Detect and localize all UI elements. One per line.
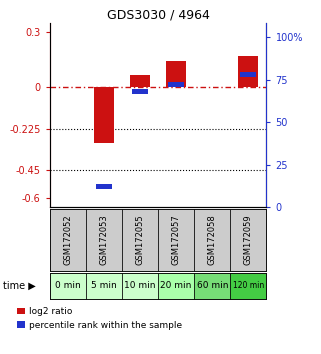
Bar [50,273,86,299]
Text: GSM172053: GSM172053 [100,215,108,265]
Bar [130,75,150,87]
Bar [230,209,266,271]
Text: time ▶: time ▶ [3,281,36,291]
Text: GSM172052: GSM172052 [63,215,72,265]
Bar [239,56,258,87]
Text: GSM172058: GSM172058 [208,215,217,265]
Bar [166,61,186,87]
Text: GSM172055: GSM172055 [135,215,144,265]
Bar [122,209,158,271]
Legend: log2 ratio, percentile rank within the sample: log2 ratio, percentile rank within the s… [17,307,182,330]
Bar [194,209,230,271]
Bar [86,273,122,299]
Text: 120 min: 120 min [233,281,264,290]
Bar [230,273,266,299]
Bar [158,273,194,299]
Bar [86,209,122,271]
Bar [96,184,112,189]
Bar [122,273,158,299]
Bar [50,209,86,271]
Bar [132,89,148,94]
Text: 20 min: 20 min [160,281,192,290]
Bar [194,273,230,299]
Bar [158,209,194,271]
Text: 5 min: 5 min [91,281,117,290]
Text: 60 min: 60 min [196,281,228,290]
Bar [94,87,114,143]
Text: GSM172057: GSM172057 [172,215,181,265]
Text: 0 min: 0 min [55,281,81,290]
Text: 10 min: 10 min [124,281,156,290]
Title: GDS3030 / 4964: GDS3030 / 4964 [107,9,210,22]
Text: GSM172059: GSM172059 [244,215,253,265]
Bar [168,82,184,87]
Bar [240,72,256,77]
